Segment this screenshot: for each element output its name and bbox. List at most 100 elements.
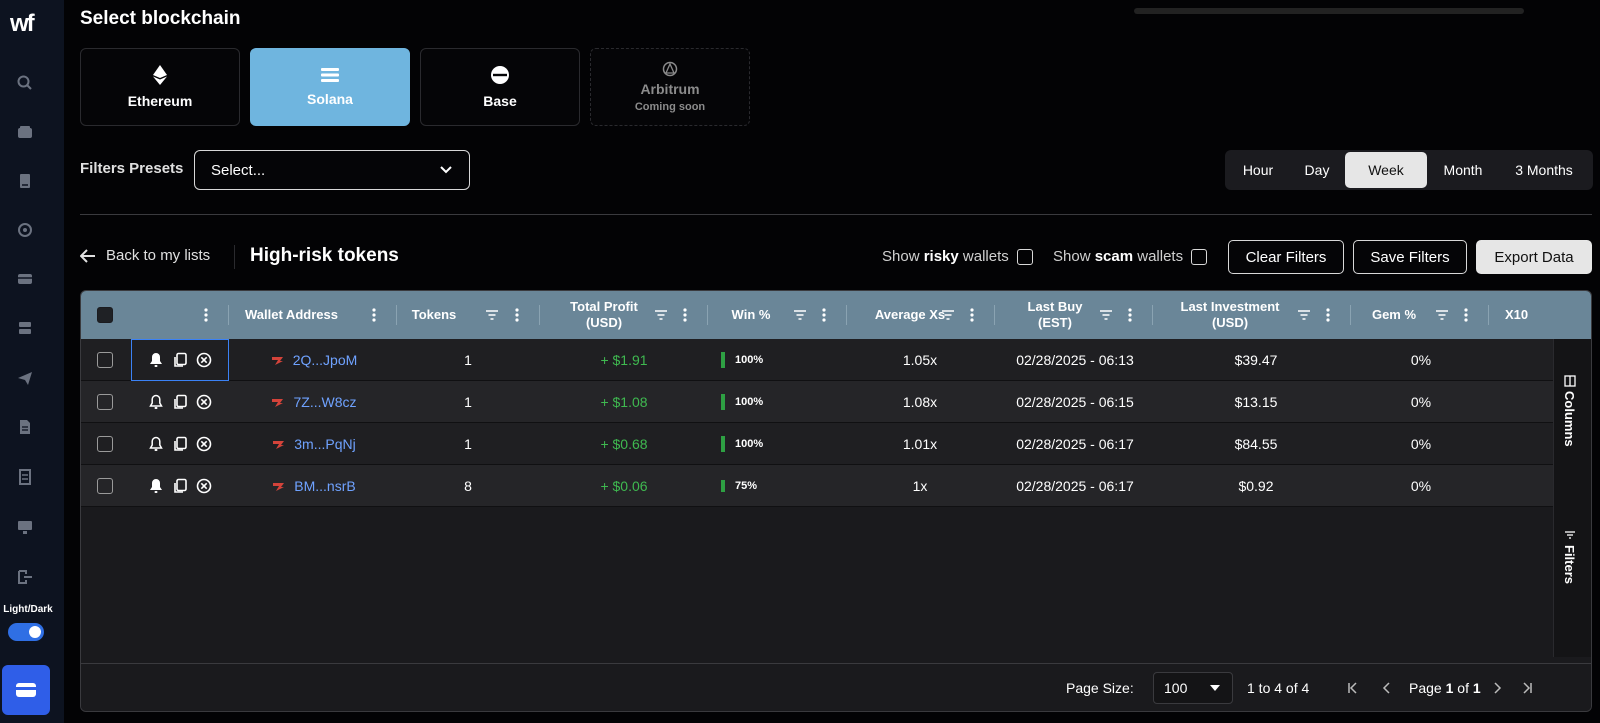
filter-icon[interactable] bbox=[1099, 307, 1113, 323]
header-win[interactable]: Win % bbox=[731, 307, 771, 323]
remove-circle-icon[interactable] bbox=[196, 394, 212, 410]
header-x10[interactable]: X10 bbox=[1505, 307, 1529, 323]
back-to-lists-link[interactable]: Back to my lists bbox=[80, 247, 210, 264]
scam-checkbox[interactable] bbox=[1191, 248, 1208, 265]
filters-panel-tab[interactable]: Filters bbox=[1562, 529, 1577, 584]
table-row[interactable]: BM...nsrB 8 + $0.06 75% 1x 02/28/2025 - … bbox=[81, 465, 1555, 507]
header-wallet[interactable]: Wallet Address bbox=[245, 307, 338, 323]
wallet-address[interactable]: BM...nsrB bbox=[294, 478, 356, 494]
logout-icon[interactable] bbox=[16, 568, 34, 586]
column-menu-icon[interactable] bbox=[199, 307, 213, 323]
header-tokens[interactable]: Tokens bbox=[411, 307, 457, 323]
filters-presets-value: Select... bbox=[211, 161, 266, 179]
column-menu-icon[interactable] bbox=[510, 307, 524, 323]
wallet-cell[interactable]: BM...nsrB bbox=[229, 465, 399, 507]
next-page-icon[interactable] bbox=[1491, 682, 1503, 694]
wallet-address[interactable]: 7Z...W8cz bbox=[293, 394, 357, 410]
row-checkbox[interactable] bbox=[97, 478, 113, 494]
book-icon[interactable] bbox=[16, 172, 34, 190]
receipt-icon[interactable] bbox=[16, 468, 34, 486]
period-month[interactable]: Month bbox=[1443, 162, 1483, 178]
header-separator bbox=[1152, 305, 1153, 325]
wallet-cell[interactable]: 2Q...JpoM bbox=[229, 339, 399, 381]
select-all-checkbox[interactable] bbox=[97, 307, 113, 323]
server-icon[interactable] bbox=[16, 319, 34, 337]
remove-circle-icon[interactable] bbox=[196, 478, 212, 494]
bell-outline-icon[interactable] bbox=[148, 436, 164, 452]
bell-icon[interactable] bbox=[148, 352, 164, 368]
base-icon bbox=[491, 66, 509, 84]
wallet-address[interactable]: 3m...PqNj bbox=[294, 436, 356, 452]
wallet-cell[interactable]: 3m...PqNj bbox=[229, 423, 399, 465]
app-logo[interactable]: wf bbox=[10, 10, 35, 37]
theme-toggle[interactable] bbox=[8, 623, 44, 641]
bell-icon[interactable] bbox=[148, 478, 164, 494]
lastbuy-cell: 02/28/2025 - 06:13 bbox=[1016, 352, 1134, 368]
row-checkbox[interactable] bbox=[97, 436, 113, 452]
remove-circle-icon[interactable] bbox=[196, 436, 212, 452]
table-row[interactable]: 7Z...W8cz 1 + $1.08 100% 1.08x 02/28/202… bbox=[81, 381, 1555, 423]
bell-outline-icon[interactable] bbox=[148, 394, 164, 410]
row-checkbox[interactable] bbox=[97, 394, 113, 410]
copy-icon[interactable] bbox=[172, 478, 188, 494]
wallet-address[interactable]: 2Q...JpoM bbox=[292, 352, 358, 368]
clear-filters-button[interactable]: Clear Filters bbox=[1228, 240, 1344, 274]
column-menu-icon[interactable] bbox=[817, 307, 831, 323]
remove-circle-icon[interactable] bbox=[196, 352, 212, 368]
filter-icon[interactable] bbox=[941, 307, 955, 323]
show-risky-wallets[interactable]: Show risky wallets bbox=[882, 248, 1033, 265]
column-menu-icon[interactable] bbox=[965, 307, 979, 323]
wallet-cell[interactable]: 7Z...W8cz bbox=[229, 381, 399, 423]
copy-icon[interactable] bbox=[172, 352, 188, 368]
export-data-button[interactable]: Export Data bbox=[1476, 240, 1592, 274]
filters-presets-select[interactable]: Select... bbox=[194, 150, 470, 190]
filter-icon[interactable] bbox=[1297, 307, 1311, 323]
filter-icon[interactable] bbox=[793, 307, 807, 323]
page-size-select[interactable]: 100 bbox=[1153, 672, 1233, 704]
period-day[interactable]: Day bbox=[1304, 162, 1330, 178]
last-page-icon[interactable] bbox=[1521, 682, 1533, 694]
wallet-button[interactable] bbox=[2, 665, 50, 715]
card-icon[interactable] bbox=[16, 270, 34, 288]
table-row[interactable]: 3m...PqNj 1 + $0.68 100% 1.01x 02/28/202… bbox=[81, 423, 1555, 465]
monitor-icon[interactable] bbox=[16, 518, 34, 536]
copy-icon[interactable] bbox=[172, 394, 188, 410]
header-total-profit[interactable]: Total Profit (USD) bbox=[570, 299, 638, 330]
period-3-months[interactable]: 3 Months bbox=[1515, 162, 1573, 178]
filter-icon[interactable] bbox=[485, 307, 499, 323]
columns-panel-tab[interactable]: Columns bbox=[1562, 375, 1577, 447]
header-last-buy[interactable]: Last Buy (EST) bbox=[1027, 299, 1083, 330]
wallet-avatar-icon bbox=[273, 441, 285, 449]
chain-card-base[interactable]: Base bbox=[420, 48, 580, 126]
aperture-icon[interactable] bbox=[16, 221, 34, 239]
column-menu-icon[interactable] bbox=[1459, 307, 1473, 323]
column-menu-icon[interactable] bbox=[1123, 307, 1137, 323]
column-menu-icon[interactable] bbox=[367, 307, 381, 323]
period-hour[interactable]: Hour bbox=[1242, 162, 1274, 178]
header-gem[interactable]: Gem % bbox=[1371, 307, 1417, 323]
copy-icon[interactable] bbox=[172, 436, 188, 452]
prev-page-icon[interactable] bbox=[1381, 682, 1393, 694]
column-menu-icon[interactable] bbox=[1321, 307, 1335, 323]
column-menu-icon[interactable] bbox=[678, 307, 692, 323]
chain-card-solana[interactable]: Solana bbox=[250, 48, 410, 126]
profit-cell: + $0.06 bbox=[600, 478, 648, 494]
page-size-label: Page Size: bbox=[1066, 680, 1134, 696]
filter-icon[interactable] bbox=[1435, 307, 1449, 323]
chain-card-ethereum[interactable]: Ethereum bbox=[80, 48, 240, 126]
period-week[interactable]: Week bbox=[1345, 152, 1427, 188]
wallet-icon[interactable] bbox=[16, 123, 34, 141]
search-icon[interactable] bbox=[16, 74, 34, 92]
save-filters-button[interactable]: Save Filters bbox=[1353, 240, 1467, 274]
header-separator bbox=[1488, 305, 1489, 325]
first-page-icon[interactable] bbox=[1347, 682, 1359, 694]
header-last-investment[interactable]: Last Investment (USD) bbox=[1180, 299, 1280, 330]
document-icon[interactable] bbox=[16, 418, 34, 436]
telegram-icon[interactable] bbox=[16, 369, 34, 387]
row-checkbox[interactable] bbox=[97, 352, 113, 368]
show-scam-wallets[interactable]: Show scam wallets bbox=[1053, 248, 1208, 265]
table-row[interactable]: 2Q...JpoM 1 + $1.91 100% 1.05x 02/28/202… bbox=[81, 339, 1555, 381]
header-average-xs[interactable]: Average Xs bbox=[874, 307, 946, 323]
filter-icon[interactable] bbox=[654, 307, 668, 323]
risky-checkbox[interactable] bbox=[1016, 248, 1033, 265]
